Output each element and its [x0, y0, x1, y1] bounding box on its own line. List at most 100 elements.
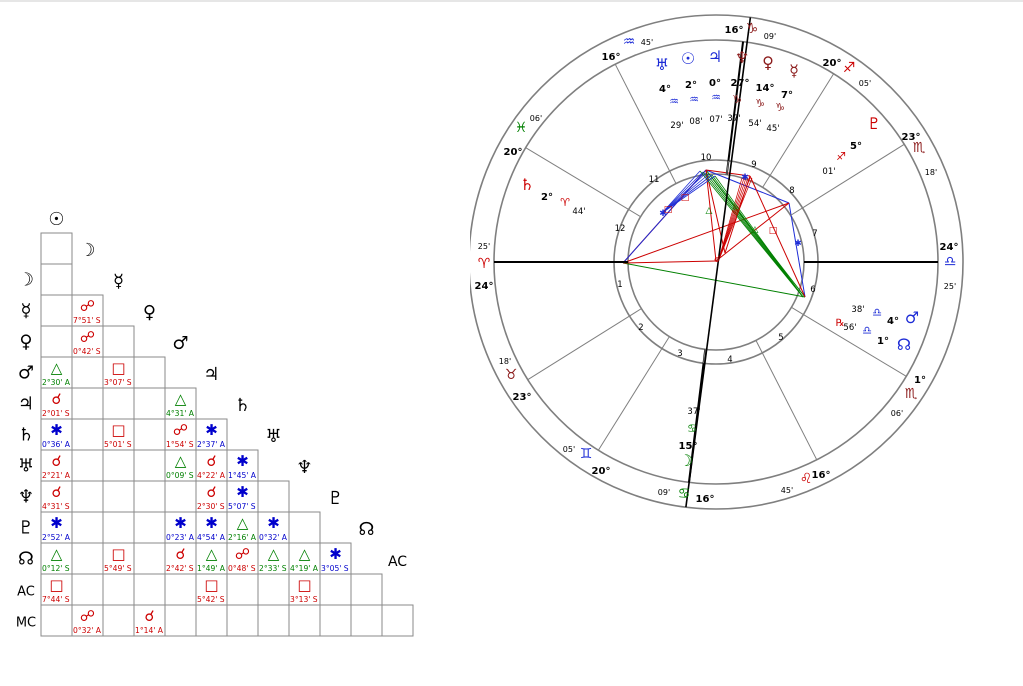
planet-minutes: 38'	[851, 305, 864, 315]
grid-cell	[133, 387, 166, 420]
grid-cell	[381, 604, 414, 637]
cusp-minutes: 45'	[781, 486, 793, 495]
house-number: 2	[638, 323, 643, 333]
aspect-orb: 1°49' A	[197, 564, 226, 573]
aspect-orb: 5°07' S	[228, 502, 256, 511]
aspect-orb: 2°30' A	[42, 378, 71, 387]
planet-degree: 2°	[685, 80, 697, 91]
natal-chart-wheel: 123456789101112✱□✱✱□△△☌□24°♎25'1°♏06'16°…	[470, 14, 964, 510]
aspect-line	[749, 175, 806, 298]
grid-cell	[257, 604, 290, 637]
cusp-line	[802, 143, 905, 209]
aspect-glyph: △	[51, 545, 63, 563]
line-aspect-glyph: △	[706, 206, 713, 216]
cusp-sign-icon: ♏	[905, 386, 918, 402]
aspect-glyph: □	[49, 576, 63, 594]
planet-minutes: 01'	[822, 167, 835, 177]
aspect-orb: 2°21' A	[42, 471, 71, 480]
cusp-line	[614, 63, 671, 172]
aspect-orb: 4°31' A	[166, 409, 195, 418]
grid-cell	[195, 573, 228, 606]
planet-minutes: 54'	[748, 119, 761, 129]
mars-icon: ♂	[905, 308, 919, 327]
aspect-orb: 0°48' S	[228, 564, 256, 573]
row-label: ♄	[18, 425, 34, 446]
aspect-glyph: ☍	[80, 607, 95, 625]
grid-cell	[71, 325, 104, 358]
grid-cell	[133, 604, 166, 637]
cusp-degree: 16°	[725, 25, 744, 36]
diagonal-label: ♄	[234, 395, 250, 416]
grid-cell	[226, 449, 259, 482]
cusp-sign-icon: ♐	[843, 60, 856, 76]
cusp-line	[527, 315, 630, 381]
row-label: ♂	[18, 363, 34, 384]
grid-cell	[71, 449, 104, 482]
grid-aspects: ☍7°51' S☍0°42' S△2°30' A□3°07' S☌2°01' S…	[42, 297, 349, 635]
grid-cell	[195, 418, 228, 451]
aspect-lines	[622, 169, 806, 298]
cusp-degree: 20°	[592, 466, 611, 477]
aspect-orb: 2°33' S	[259, 564, 287, 573]
aspect-glyph: ☌	[51, 390, 61, 408]
grid-cell	[133, 480, 166, 513]
cusp-degree: 24°	[475, 281, 494, 292]
line-aspect-glyph: ✱	[741, 173, 749, 183]
grid-cell	[40, 232, 73, 265]
aspect-line	[661, 175, 716, 214]
aspect-glyph: ✱	[205, 514, 218, 532]
grid-cell	[40, 294, 73, 327]
planet-sign-icon: ♋	[687, 422, 697, 435]
row-label: ♇	[18, 518, 34, 539]
grid-cell	[102, 573, 135, 606]
cusp-sign-icon: ♈	[478, 256, 491, 272]
aspect-glyph: ✱	[236, 452, 249, 470]
house-number: 7	[812, 229, 817, 239]
wheel-labels: 123456789101112✱□✱✱□△△☌□24°♎25'1°♏06'16°…	[475, 21, 959, 505]
diagonal-label: ♃	[203, 364, 219, 385]
aspect-glyph: △	[237, 514, 249, 532]
cusp-line	[597, 348, 663, 451]
planet-sign-icon: ♐	[836, 150, 846, 163]
wheel-ring	[470, 14, 964, 510]
diagonal-label: ☽	[79, 240, 95, 261]
top-divider	[0, 0, 1023, 2]
planet-degree: 15°	[679, 441, 698, 452]
aspect-orb: 7°51' S	[73, 316, 101, 325]
planet-degree: 0°	[709, 78, 721, 89]
aspect-orb: 1°14' A	[135, 626, 164, 635]
grid-cell	[319, 542, 352, 575]
cusp-inner-line	[790, 207, 803, 216]
grid-cell	[71, 418, 104, 451]
aspect-orb: 4°31' S	[42, 502, 70, 511]
aspect-line	[661, 173, 710, 214]
diagonal-label: AC	[388, 554, 407, 570]
aspect-orb: 7°44' S	[42, 595, 70, 604]
pluto-icon: ♇	[867, 114, 881, 133]
grid-cell	[71, 356, 104, 389]
grid-cell	[350, 573, 383, 606]
cusp-degree: 16°	[696, 494, 715, 505]
line-aspect-glyph: △	[752, 225, 759, 235]
aspect-line	[622, 260, 717, 264]
jupiter-icon: ♃	[708, 47, 722, 66]
grid-cell	[71, 604, 104, 637]
row-label: AC	[17, 585, 35, 600]
house-number: 8	[789, 186, 794, 196]
aspect-line	[705, 169, 790, 204]
cusp-inner-line	[629, 308, 642, 317]
mc-ic-axis	[685, 17, 752, 508]
aspect-orb: 4°22' A	[197, 471, 226, 480]
cusp-inner-line	[762, 175, 771, 188]
grid-cell	[164, 511, 197, 544]
aspect-orb: 4°54' A	[197, 533, 226, 542]
grid-cell	[40, 263, 73, 296]
aspect-line	[705, 169, 751, 177]
diagonal-label: ♅	[265, 426, 281, 447]
cusp-inner-line	[755, 340, 763, 354]
aspect-orb: 3°05' S	[321, 564, 349, 573]
aspect-glyph: ✱	[236, 483, 249, 501]
aspect-orb: 0°36' A	[42, 440, 71, 449]
grid-cell	[195, 511, 228, 544]
aspect-glyph: △	[51, 359, 63, 377]
